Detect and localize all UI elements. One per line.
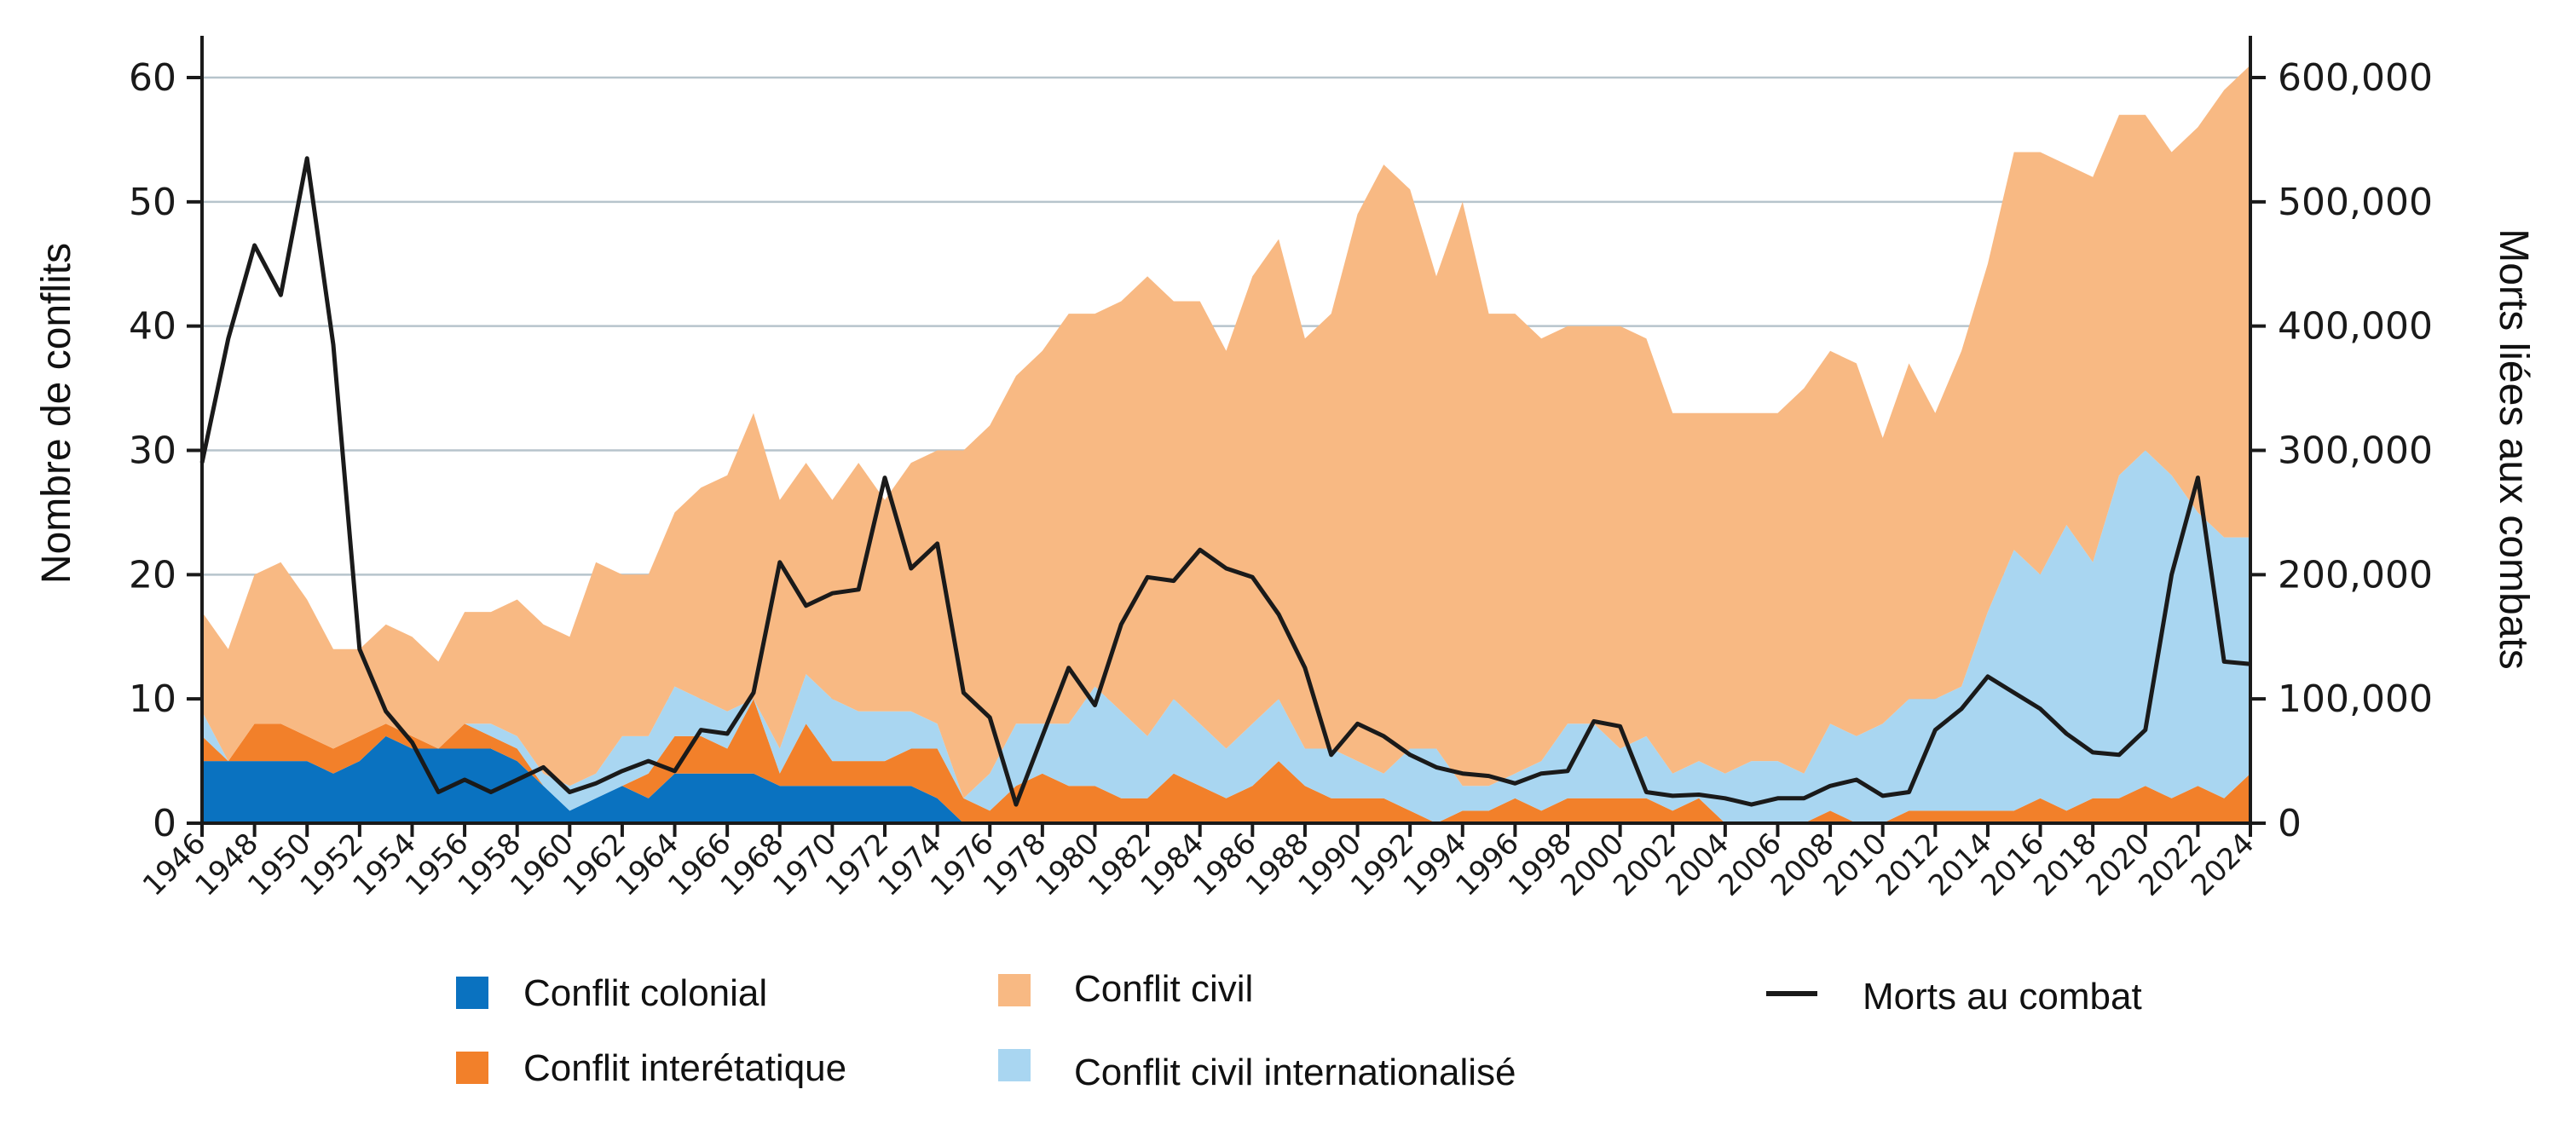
right-tick-label: 200,000 <box>2278 553 2433 597</box>
left-tick-label: 0 <box>153 802 176 845</box>
legend-swatch-internationalized <box>998 1049 1031 1081</box>
area-conflit-colonial <box>202 735 2250 823</box>
legend-label-interstate: Conflit interétatique <box>523 1047 846 1089</box>
deaths-line <box>199 156 2251 807</box>
left-tick-label: 50 <box>129 181 176 224</box>
legend-item-deaths: Morts au combat <box>1766 976 2142 1017</box>
x-axis-ticks: 1946194819501952195419561958196019621964… <box>136 823 2261 903</box>
left-tick-label: 30 <box>129 429 176 473</box>
right-tick-label: 400,000 <box>2278 305 2433 349</box>
right-tick-label: 600,000 <box>2278 56 2433 100</box>
legend-label-internationalized: Conflit civil internationalisé <box>1074 1052 1516 1093</box>
right-tick-label: 100,000 <box>2278 677 2433 721</box>
y-axis-title: Nombre de conflits <box>34 243 79 584</box>
left-tick-label: 60 <box>129 56 176 100</box>
left-tick-label: 40 <box>129 305 176 349</box>
axes <box>200 36 2252 825</box>
area-conflit-interetatique <box>202 699 2250 823</box>
right-tick-label: 0 <box>2278 802 2302 845</box>
right-tick-label: 300,000 <box>2278 429 2433 473</box>
legend-swatch-interstate <box>456 1052 488 1084</box>
stacked-areas <box>202 65 2250 823</box>
left-axis-ticks: 0 10 20 30 40 50 60 <box>129 56 202 845</box>
y2-axis-title: Morts liées aux combats <box>2491 228 2536 670</box>
legend-item-civil: Conflit civil <box>998 968 1253 1010</box>
legend-label-colonial: Conflit colonial <box>523 972 767 1014</box>
legend-swatch-civil <box>998 974 1031 1006</box>
legend-item-interstate: Conflit interétatique <box>456 1047 846 1089</box>
x-tick-label: 2024 <box>2185 827 2261 902</box>
left-tick-label: 10 <box>129 677 176 721</box>
legend: Conflit colonial Conflit interétatique C… <box>456 968 2142 1093</box>
legend-label-civil: Conflit civil <box>1074 968 1253 1010</box>
area-conflit-civil <box>202 65 2250 798</box>
right-axis-ticks: 0 100,000 200,000 300,000 400,000 500,000 600,… <box>2250 56 2433 845</box>
legend-swatch-colonial <box>456 977 488 1009</box>
legend-item-colonial: Conflit colonial <box>456 972 767 1014</box>
legend-label-deaths: Morts au combat <box>1863 976 2142 1017</box>
legend-item-internationalized: Conflit civil internationalisé <box>998 1049 1516 1093</box>
right-tick-label: 500,000 <box>2278 181 2433 224</box>
deaths-line-layer <box>199 156 2251 807</box>
left-tick-label: 20 <box>129 553 176 597</box>
